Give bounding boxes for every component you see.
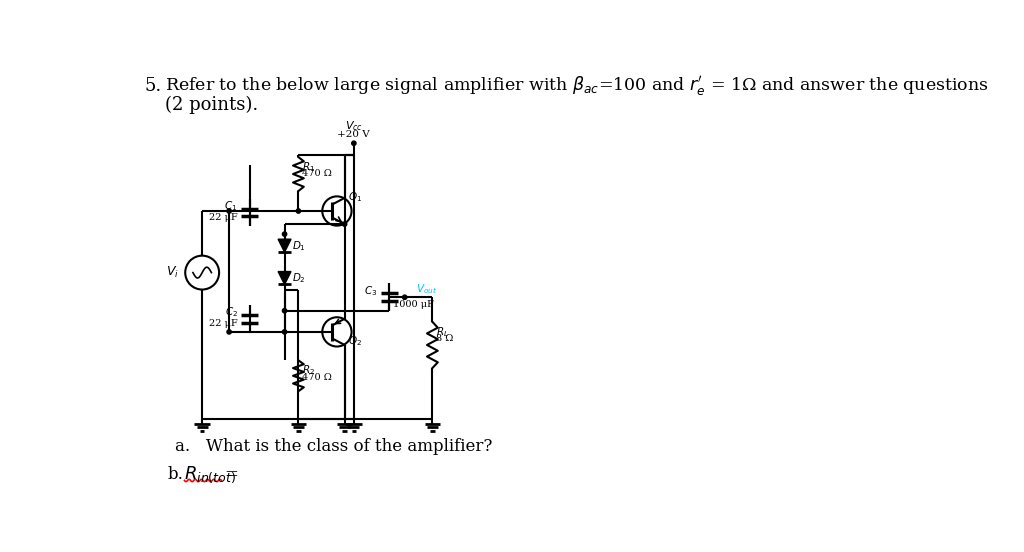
Text: 5.: 5. (144, 77, 162, 95)
Text: +20 V: +20 V (338, 130, 371, 139)
Circle shape (227, 209, 231, 213)
Text: a.   What is the class of the amplifier?: a. What is the class of the amplifier? (175, 438, 493, 455)
Text: $C_3$: $C_3$ (365, 284, 378, 298)
Circle shape (283, 309, 287, 313)
Text: Refer to the below large signal amplifier with $\beta_{ac}$=100 and $r_e^{\prime: Refer to the below large signal amplifie… (165, 75, 989, 98)
Text: (2 points).: (2 points). (165, 95, 258, 114)
Circle shape (402, 295, 407, 299)
Text: =: = (224, 466, 239, 483)
Text: $C_1$: $C_1$ (224, 199, 238, 213)
Circle shape (227, 330, 231, 334)
Text: 22 μF: 22 μF (209, 213, 238, 222)
Text: 470 Ω: 470 Ω (302, 169, 332, 178)
Text: $D_1$: $D_1$ (292, 239, 306, 253)
Text: 22 μF: 22 μF (209, 319, 238, 328)
Polygon shape (279, 239, 291, 252)
Text: $C_2$: $C_2$ (224, 305, 238, 319)
Circle shape (296, 209, 301, 213)
Polygon shape (279, 272, 291, 284)
Text: $R_2$: $R_2$ (302, 363, 315, 377)
Text: $V_i$: $V_i$ (166, 265, 179, 280)
Text: $D_2$: $D_2$ (292, 271, 306, 285)
Text: $R_L$: $R_L$ (436, 325, 450, 339)
Text: 470 Ω: 470 Ω (302, 373, 332, 381)
Circle shape (342, 222, 347, 226)
Text: $V_{cc}$: $V_{cc}$ (345, 119, 362, 133)
Text: $Q_2$: $Q_2$ (348, 334, 361, 348)
Text: 1000 μF: 1000 μF (393, 300, 434, 310)
Text: $Q_1$: $Q_1$ (348, 190, 361, 204)
Text: $R_1$: $R_1$ (302, 160, 315, 174)
Circle shape (351, 141, 356, 145)
Text: 8 Ω: 8 Ω (436, 334, 454, 343)
Text: $R_{in(tot)}$: $R_{in(tot)}$ (184, 464, 237, 485)
Text: b.: b. (168, 466, 183, 483)
Circle shape (283, 232, 287, 236)
Text: $V_{out}$: $V_{out}$ (416, 283, 437, 296)
Circle shape (283, 330, 287, 334)
